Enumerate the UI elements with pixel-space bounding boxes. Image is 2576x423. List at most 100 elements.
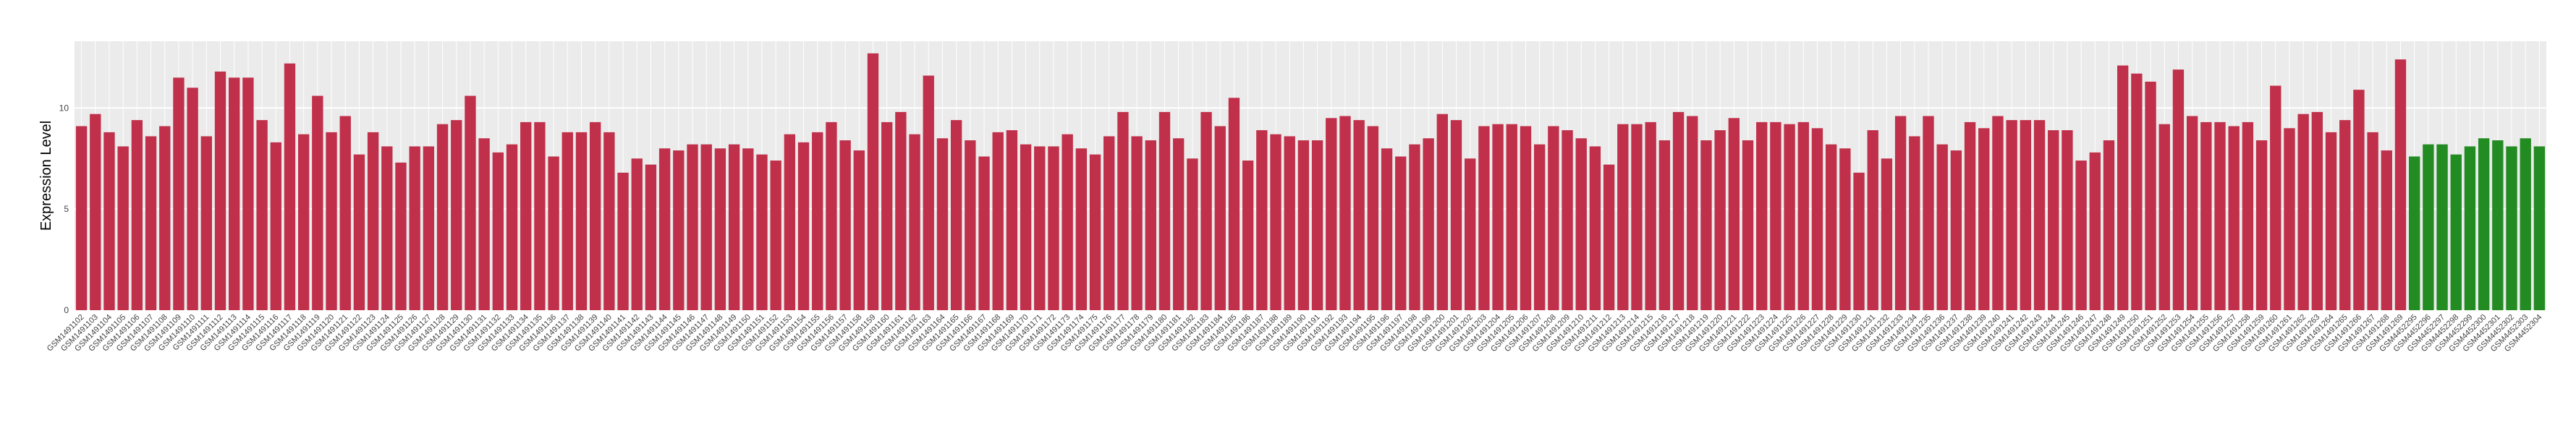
bar: [1687, 116, 1698, 311]
bar: [284, 63, 296, 311]
bar: [756, 154, 768, 310]
bar: [395, 162, 407, 310]
bar: [1909, 136, 1920, 310]
bar: [1187, 158, 1198, 310]
bar: [1548, 126, 1559, 310]
bar: [1409, 144, 1420, 310]
bar: [2394, 59, 2407, 310]
bar: [2506, 146, 2517, 310]
bar: [562, 132, 573, 310]
bar: [2006, 120, 2017, 310]
bar: [1089, 154, 1101, 310]
bar: [256, 120, 268, 310]
bar: [2478, 138, 2490, 310]
bar: [1881, 158, 1893, 310]
bar: [992, 132, 1004, 310]
bar: [1839, 148, 1851, 310]
bar: [950, 120, 962, 310]
bar: [1145, 140, 1156, 310]
bar: [2339, 120, 2351, 310]
bar: [1978, 128, 1990, 310]
bar: [117, 146, 129, 310]
bar: [909, 134, 920, 310]
bar: [2158, 124, 2170, 310]
bar: [658, 148, 671, 310]
bar: [1756, 121, 1768, 310]
bar: [853, 150, 865, 310]
bar: [1894, 116, 1907, 311]
bar: [1075, 148, 1088, 310]
bar: [1367, 126, 1379, 310]
bar: [1617, 124, 1629, 310]
bar: [1562, 130, 1573, 310]
bar: [1395, 156, 1407, 310]
bar: [242, 77, 254, 311]
bar: [2089, 152, 2101, 310]
bar: [1797, 121, 1809, 310]
bar: [1465, 158, 1476, 310]
bar: [1672, 111, 1685, 311]
bar: [2103, 140, 2115, 310]
bar: [381, 146, 393, 310]
bar: [2255, 140, 2268, 310]
bar: [2172, 69, 2185, 310]
bar: [1158, 111, 1171, 311]
bar: [1117, 111, 1129, 311]
bar: [2311, 111, 2323, 311]
bar: [2186, 116, 2198, 311]
bar: [839, 140, 851, 310]
bar: [2450, 154, 2462, 310]
bar: [1297, 140, 1310, 310]
bar: [270, 142, 281, 310]
bar: [436, 124, 449, 310]
bar: [1436, 114, 1448, 311]
bar: [200, 136, 212, 310]
bar: [159, 126, 171, 310]
bar: [451, 120, 462, 310]
y-tick-label: 10: [59, 103, 69, 113]
bar: [2228, 126, 2240, 310]
bar: [1645, 121, 1656, 310]
bar: [1742, 140, 1754, 310]
bar: [631, 158, 643, 310]
bar: [1992, 116, 2004, 311]
bar: [1353, 120, 1365, 310]
bar: [575, 132, 588, 310]
bar: [1853, 172, 1865, 310]
bar: [812, 132, 823, 310]
bar: [2297, 114, 2309, 311]
bar: [2423, 144, 2434, 310]
bar: [75, 126, 88, 310]
bar: [2464, 146, 2476, 310]
bar: [700, 144, 712, 310]
bar: [409, 146, 420, 310]
bar: [1270, 134, 1281, 310]
bar: [1923, 116, 1934, 311]
bar: [1784, 124, 1795, 310]
bar: [978, 156, 990, 310]
bar: [548, 156, 559, 310]
bar: [1964, 121, 1976, 310]
y-axis-label: Expression Level: [38, 121, 54, 231]
bar: [617, 172, 629, 310]
bar: [2270, 85, 2281, 310]
bar: [1478, 126, 1490, 310]
bar: [1062, 134, 1073, 310]
bar: [1242, 161, 1254, 310]
bar: [1728, 118, 1740, 311]
bar: [1381, 148, 1393, 310]
bar: [923, 75, 934, 310]
bar: [173, 77, 185, 311]
bar: [1006, 130, 1018, 310]
bar: [131, 120, 143, 310]
bar: [728, 144, 740, 310]
bar: [367, 132, 379, 310]
bar: [2020, 120, 2032, 310]
bar: [423, 146, 435, 310]
bar: [2353, 90, 2365, 311]
bar: [2436, 144, 2448, 310]
bar: [589, 121, 601, 310]
bar: [784, 134, 796, 310]
bar: [2367, 132, 2378, 310]
